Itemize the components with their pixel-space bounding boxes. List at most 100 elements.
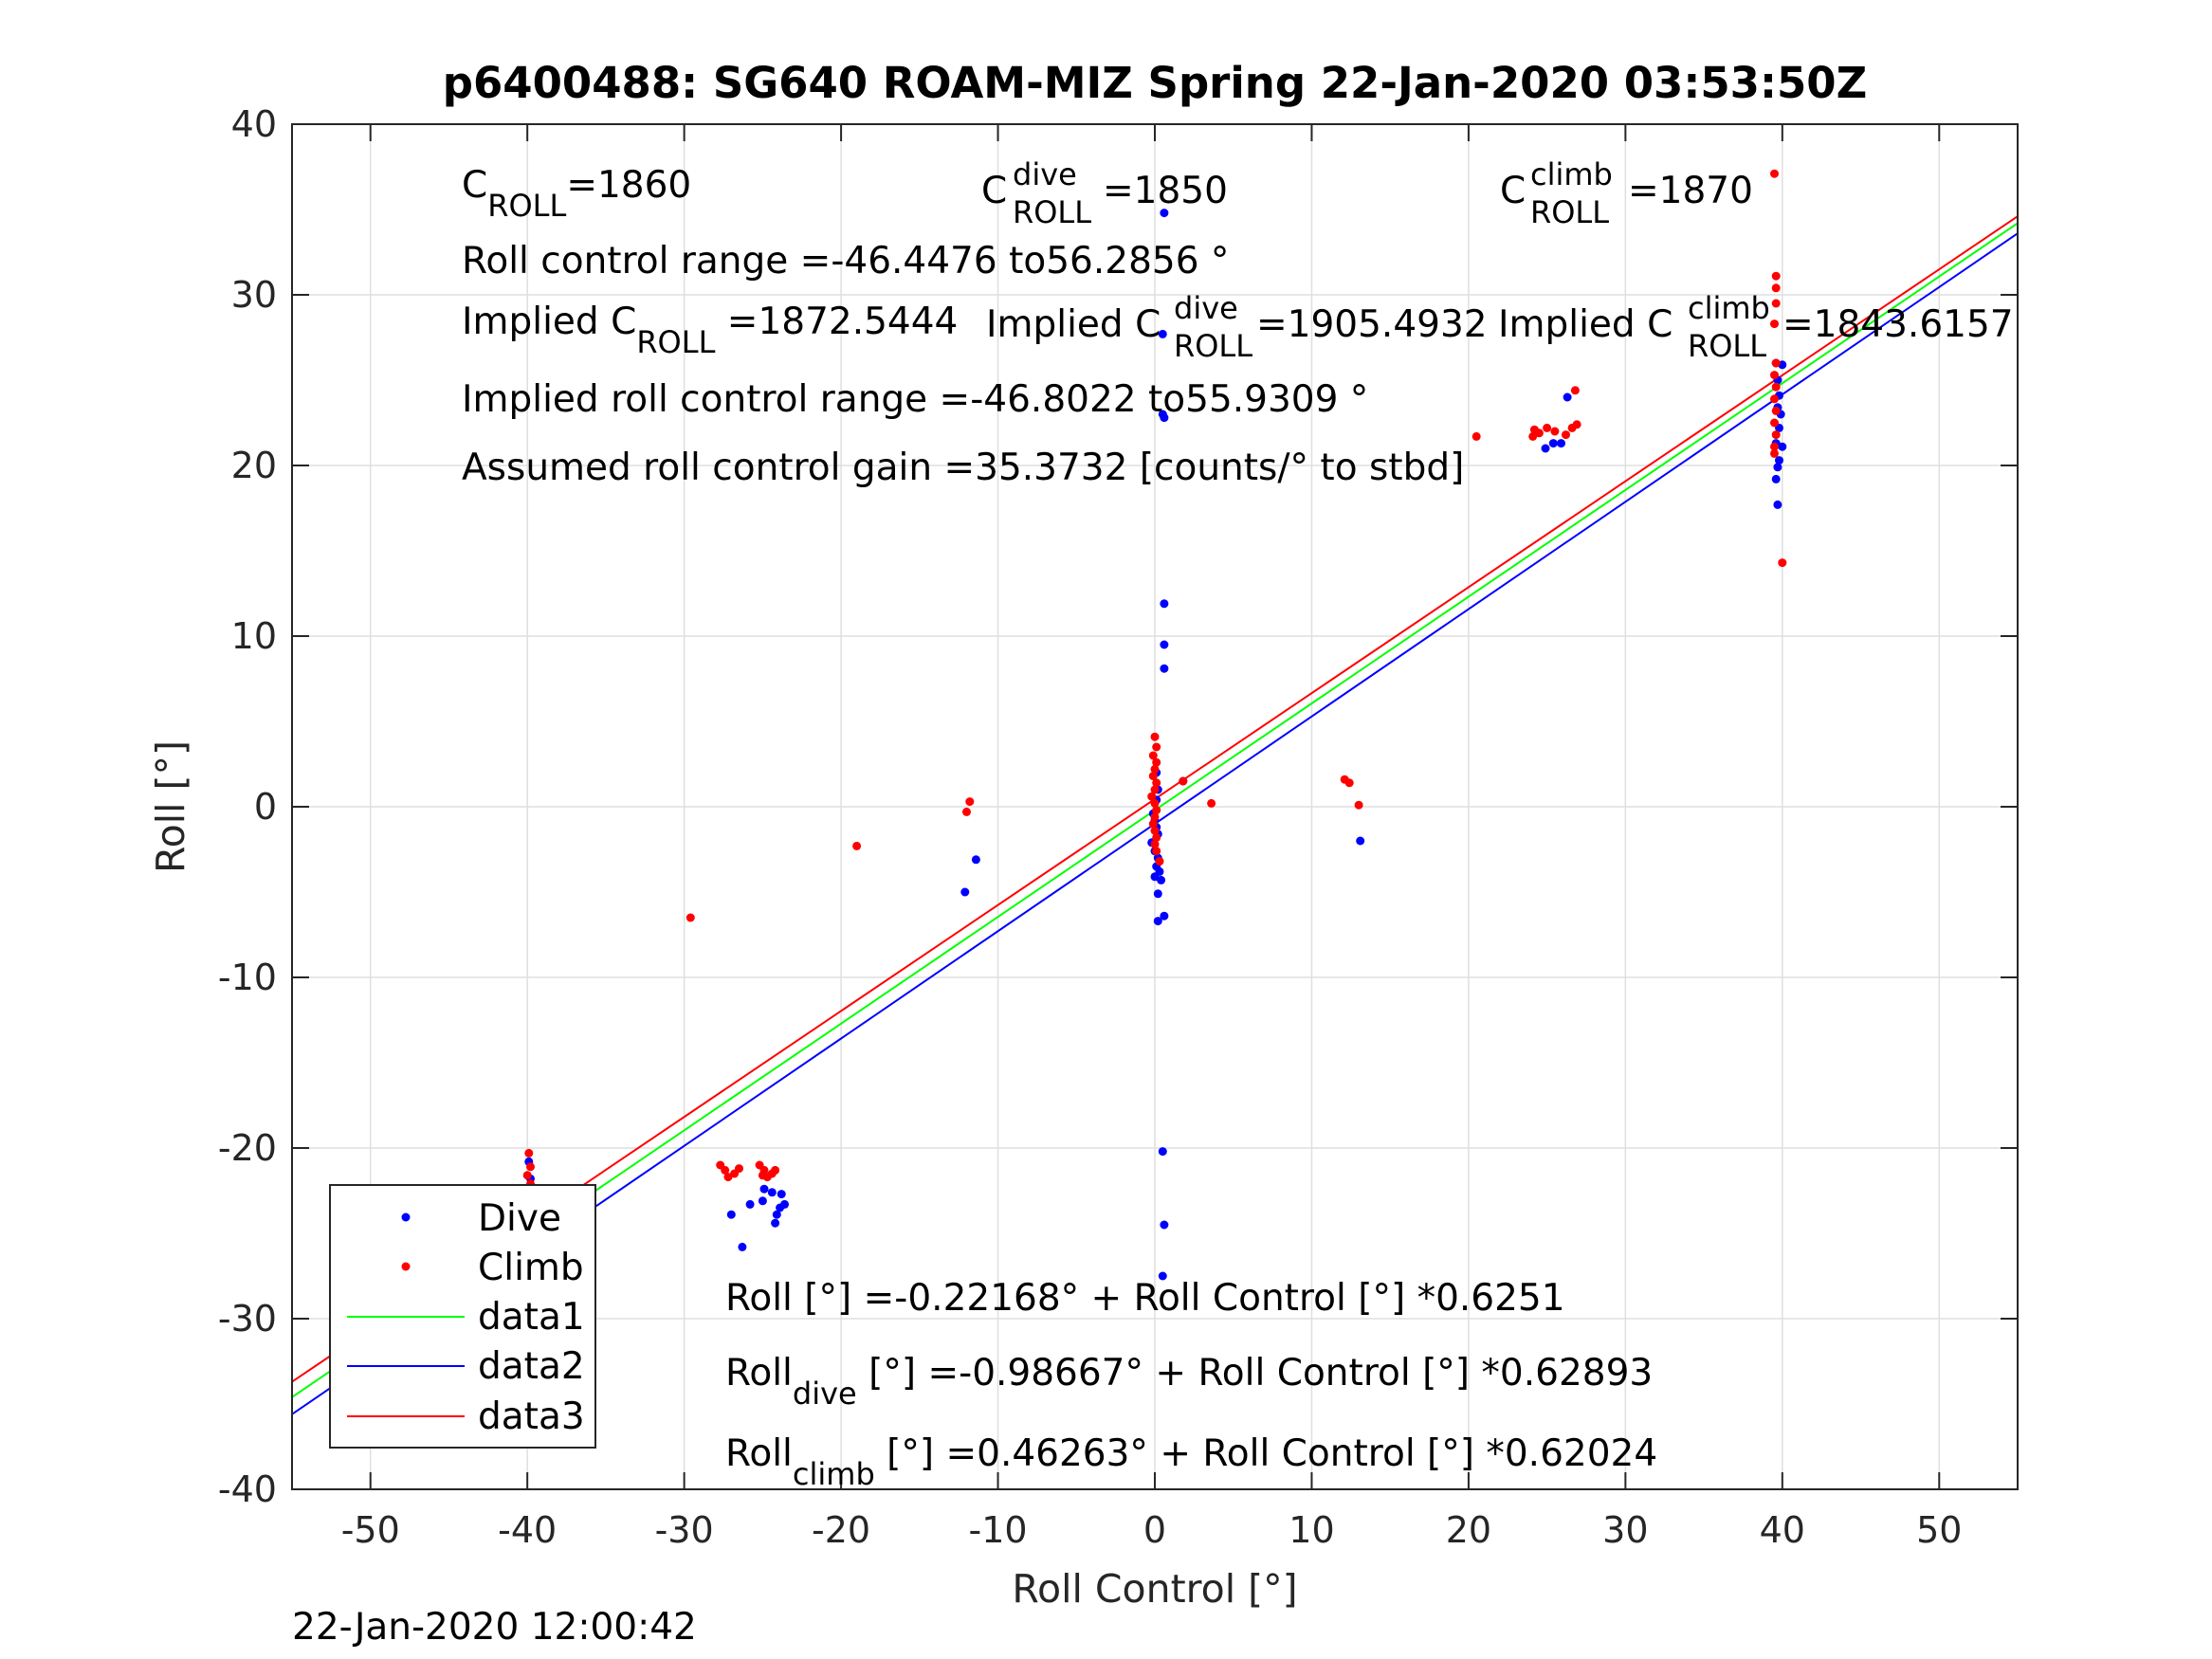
climb-point	[1152, 806, 1161, 815]
x-axis-label: Roll Control [°]	[1012, 1566, 1297, 1612]
c-roll-climb-annotation: C	[1500, 170, 1526, 212]
dive-point	[767, 1188, 777, 1197]
y-tick-label: -10	[218, 957, 277, 998]
climb-point	[1770, 169, 1779, 178]
climb-point	[1771, 283, 1781, 293]
legend-data2-label: data2	[478, 1345, 585, 1388]
dive-point	[1158, 1271, 1167, 1281]
dive-point	[1541, 444, 1550, 453]
dive-point	[759, 1184, 769, 1194]
climb-point	[1472, 431, 1481, 441]
dive-point	[1153, 917, 1162, 926]
dive-point	[1158, 329, 1167, 338]
axis-ticks: -50 -40 -30 -20 -10 0 10 20 30 40 50 -40 -30 -20 -10 0 1…	[218, 103, 2018, 1551]
legend: Dive Climb data1 data2 data3	[329, 1184, 596, 1449]
c-roll-dive-value: =1850	[1103, 170, 1228, 212]
y-tick-label: 0	[254, 786, 277, 828]
legend-climb-label: Climb	[478, 1247, 584, 1289]
dive-point	[1356, 836, 1365, 846]
dive-point	[1548, 439, 1558, 448]
dive-point	[1563, 392, 1572, 402]
dive-point	[1153, 889, 1162, 899]
legend-dive-marker	[401, 1212, 411, 1222]
climb-point	[1570, 386, 1580, 395]
climb-point	[1150, 764, 1160, 774]
y-tick-label: 20	[231, 445, 277, 486]
climb-point	[1534, 428, 1544, 438]
implied-c-climb-prefix: Implied C	[1498, 303, 1673, 346]
dive-point	[1775, 456, 1783, 465]
dive-point	[771, 1218, 780, 1228]
dive-point	[1773, 500, 1782, 509]
climb-point	[1147, 792, 1157, 801]
implied-range-annotation: Implied roll control range =-46.8022 to5…	[462, 378, 1368, 421]
climb-point	[1771, 430, 1781, 440]
climb-point	[1344, 778, 1354, 788]
y-tick-label: 40	[231, 103, 277, 145]
dive-point	[1157, 875, 1166, 884]
climb-point	[1770, 371, 1779, 380]
gain-annotation: Assumed roll control gain =35.3732 [coun…	[462, 447, 1464, 489]
x-tick-label: 0	[1143, 1509, 1166, 1551]
dive-point	[1773, 463, 1782, 472]
c-roll-dive-sup: dive	[1013, 156, 1077, 192]
climb-point	[1770, 319, 1779, 329]
implied-c-roll-annotation: Implied CROLL =1872.5444	[462, 301, 958, 360]
dive-point	[745, 1199, 755, 1209]
climb-point	[1572, 420, 1581, 429]
climb-point	[852, 841, 862, 850]
climb-point	[1150, 826, 1160, 835]
x-tick-label: -10	[969, 1509, 1028, 1551]
climb-point	[526, 1162, 535, 1172]
climb-point	[723, 1173, 733, 1182]
dive-point	[1160, 599, 1169, 609]
climb-point	[1150, 798, 1160, 808]
implied-c-dive-value: =1905.4932	[1256, 303, 1488, 346]
dive-point	[738, 1242, 747, 1251]
climb-point	[1770, 448, 1779, 458]
chart-title: p6400488: SG640 ROAM-MIZ Spring 22-Jan-2…	[443, 58, 1867, 108]
x-tick-label: -30	[655, 1509, 714, 1551]
climb-point	[1771, 406, 1781, 415]
implied-c-climb-value: =1843.6157	[1782, 303, 2014, 346]
dive-point	[971, 855, 980, 865]
climb-point	[1150, 812, 1160, 822]
c-roll-annotation: CROLL=1860	[462, 164, 691, 224]
implied-c-climb-sub: ROLL	[1688, 328, 1766, 364]
climb-point	[1528, 431, 1538, 441]
climb-point	[1354, 800, 1363, 810]
climb-point	[735, 1164, 743, 1174]
dive-point	[1771, 474, 1781, 483]
implied-c-dive-prefix: Implied C	[986, 303, 1161, 346]
climb-point	[1771, 358, 1781, 368]
climb-point	[1150, 785, 1160, 794]
dive-point	[1778, 442, 1787, 451]
legend-dive-label: Dive	[478, 1197, 561, 1240]
climb-point	[1150, 732, 1160, 741]
climb-point	[771, 1165, 780, 1175]
climb-point	[522, 1171, 532, 1180]
implied-c-dive-sup: dive	[1174, 290, 1238, 326]
y-tick-label: -30	[218, 1298, 277, 1340]
fit-climb-equation: Rollclimb [°] =0.46263° + Roll Control […	[725, 1432, 1657, 1492]
x-tick-label: -20	[812, 1509, 870, 1551]
climb-point	[1778, 558, 1787, 568]
climb-point	[965, 797, 975, 807]
climb-point	[1770, 394, 1779, 404]
dive-point	[1150, 872, 1160, 882]
y-axis-label: Roll [°]	[148, 740, 193, 873]
roll-range-annotation: Roll control range =-46.4476 to56.2856 °	[462, 240, 1229, 283]
c-roll-climb-sup: climb	[1530, 156, 1613, 192]
c-roll-dive-sub: ROLL	[1013, 194, 1091, 230]
x-tick-label: 20	[1446, 1509, 1491, 1551]
implied-c-dive-sub: ROLL	[1174, 328, 1252, 364]
dive-point	[1160, 1220, 1169, 1230]
y-tick-label: -20	[218, 1127, 277, 1169]
climb-point	[1771, 382, 1781, 392]
climb-point	[1148, 772, 1158, 781]
timestamp: 22-Jan-2020 12:00:42	[292, 1606, 697, 1649]
dive-point	[777, 1190, 786, 1199]
dive-point	[772, 1210, 781, 1219]
climb-point	[686, 913, 695, 922]
